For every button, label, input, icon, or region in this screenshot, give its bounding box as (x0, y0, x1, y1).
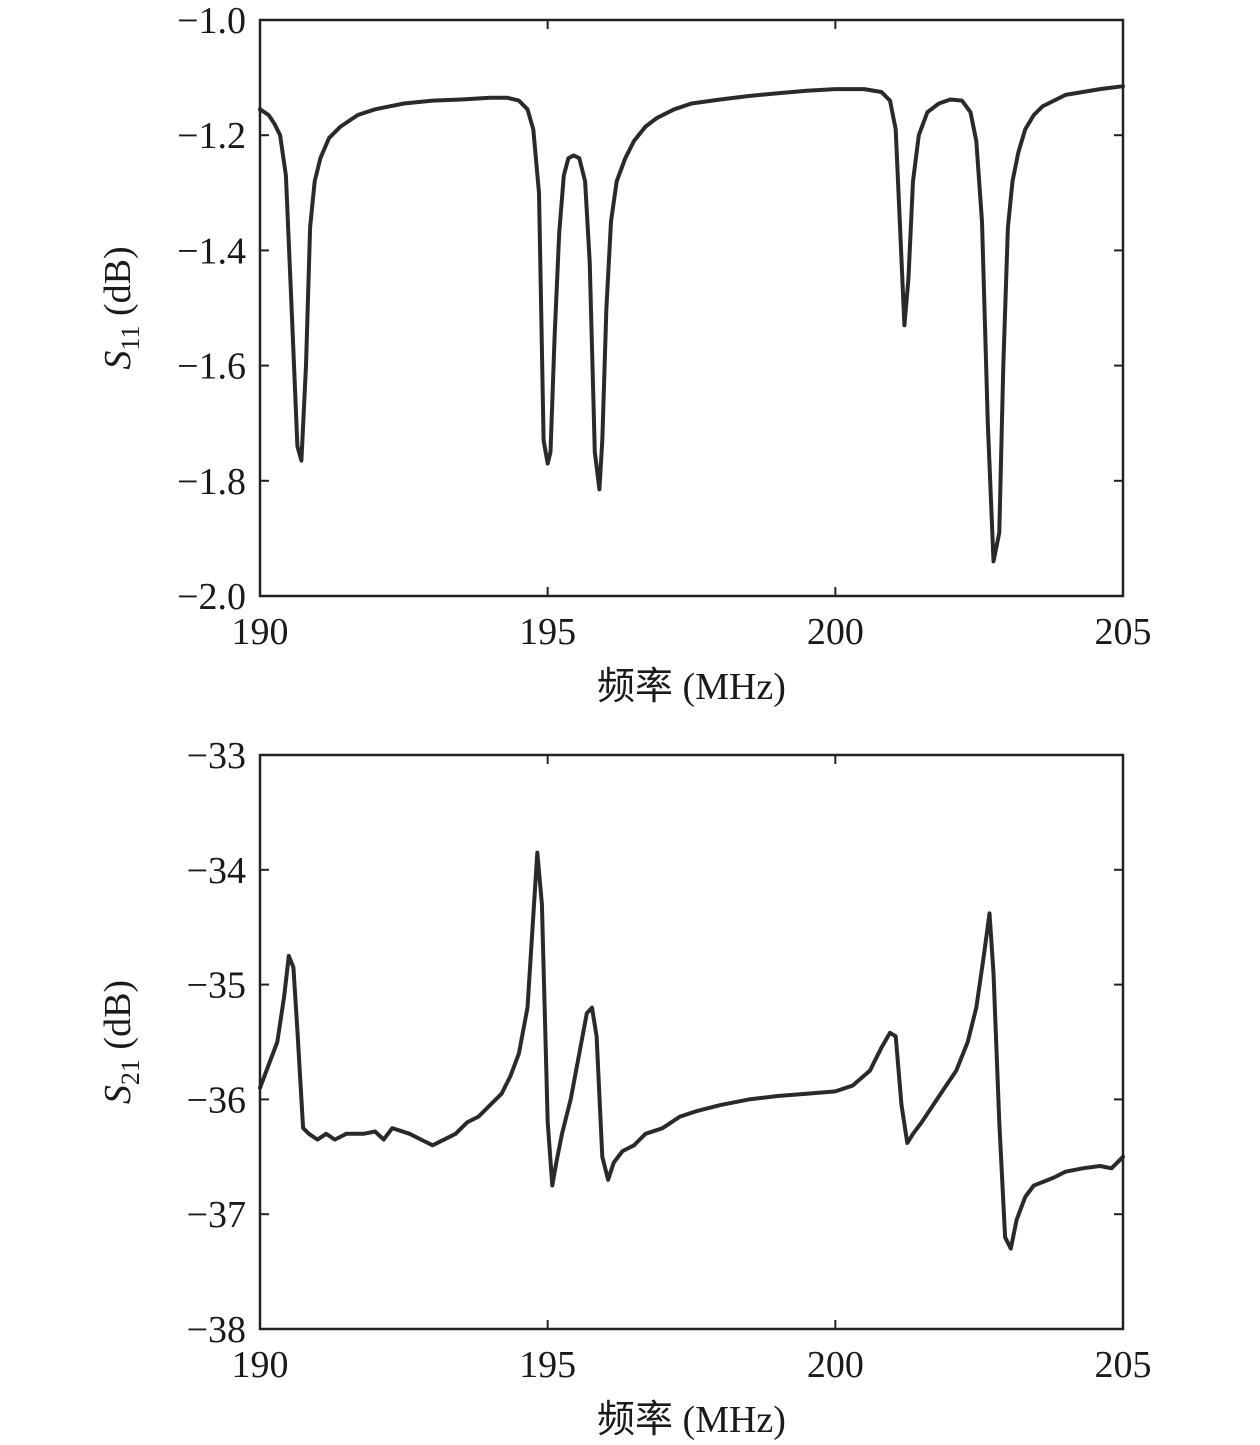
s11-y-axis-symbol: S (97, 351, 139, 370)
chart-s21: 190 195 200 205 −38 −37 −36 −35 −34 −33 频率 (MHz) S2… (97, 735, 1152, 1441)
s11-y-tick-label: −1.0 (177, 0, 246, 42)
s11-y-tick-label: −1.8 (177, 461, 246, 503)
s21-y-tick-label: −35 (187, 965, 246, 1007)
s21-x-tick-label: 195 (519, 1344, 576, 1386)
s11-y-axis-unit: (dB) (97, 246, 139, 325)
s21-x-tick-label: 205 (1095, 1344, 1152, 1386)
s21-x-tick-label: 200 (807, 1344, 864, 1386)
s21-y-tick-label: −33 (187, 735, 246, 777)
s11-y-tick-label: −1.4 (177, 230, 246, 272)
s21-y-axis-subscript: 21 (116, 1059, 145, 1085)
s11-y-axis-title: S11 (dB) (97, 246, 145, 369)
s21-y-axis-symbol: S (97, 1085, 139, 1104)
s21-y-tick-label: −37 (187, 1194, 246, 1236)
s11-series-line (258, 84, 1125, 564)
s21-x-axis-title: 频率 (MHz) (597, 1399, 786, 1441)
s21-y-tick-label: −34 (187, 850, 246, 892)
s21-y-tick-label: −36 (187, 1079, 246, 1121)
s11-y-axis-subscript: 11 (116, 326, 145, 351)
chart-s11: 190 195 200 205 −2.0 −1.8 −1.6 −1.4 −1.2 −1.0 频率 (… (97, 0, 1152, 708)
s11-x-tick-label: 195 (519, 611, 576, 653)
s11-x-tick-label: 200 (807, 611, 864, 653)
s21-y-tick-label: −38 (187, 1309, 246, 1351)
s11-x-tick-label: 205 (1095, 611, 1152, 653)
s11-plot-frame (258, 18, 1125, 598)
s11-x-tick-label: 190 (232, 611, 289, 653)
s21-plot-frame (258, 753, 1125, 1331)
s21-y-axis-title: S21 (dB) (97, 980, 145, 1104)
s21-series-line (258, 850, 1125, 1251)
s11-y-tick-label: −2.0 (177, 576, 246, 618)
s21-y-axis-unit: (dB) (97, 980, 139, 1059)
s21-x-tick-label: 190 (232, 1344, 289, 1386)
s11-x-axis-title: 频率 (MHz) (597, 666, 786, 708)
s11-y-tick-label: −1.6 (177, 346, 246, 388)
s11-y-tick-label: −1.2 (177, 115, 246, 157)
